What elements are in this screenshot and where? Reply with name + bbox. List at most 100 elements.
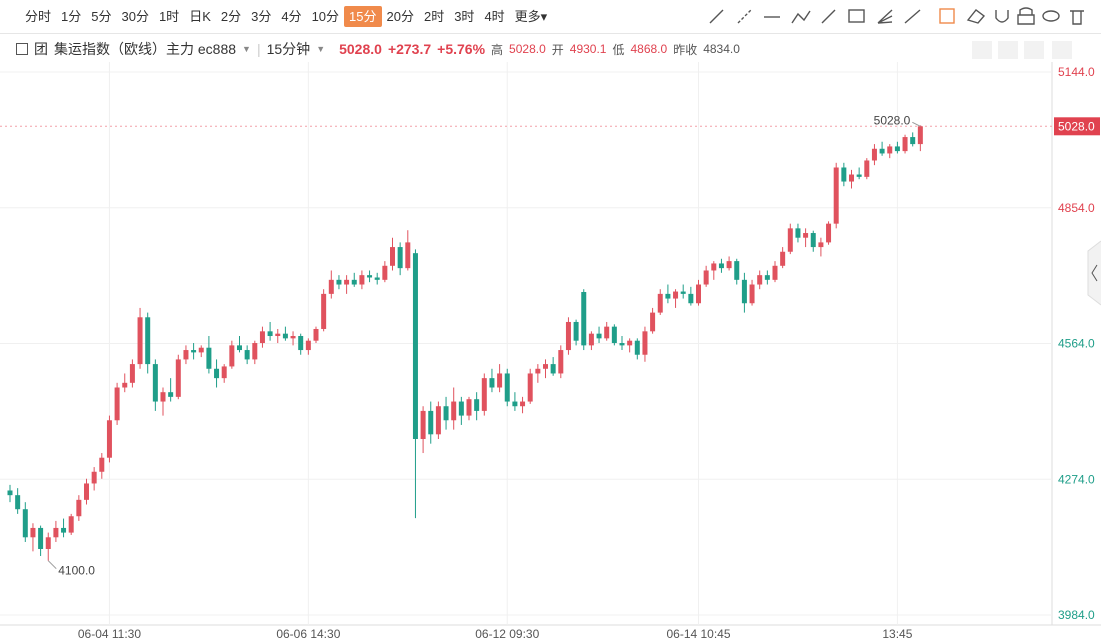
y-tick-label: 4564.0: [1058, 337, 1095, 351]
candle-body: [390, 247, 395, 266]
candle-body: [290, 336, 296, 339]
period-tab[interactable]: 1分: [61, 9, 82, 24]
candle-body: [84, 483, 89, 500]
candle-body: [435, 406, 441, 435]
tool-button[interactable]: [1024, 41, 1044, 59]
candle-body: [718, 263, 724, 269]
candle-body: [53, 527, 59, 538]
candle-body: [650, 312, 656, 332]
candle-body: [757, 275, 763, 285]
tool-button[interactable]: [1052, 41, 1072, 59]
candle-body: [359, 275, 365, 285]
candle-body: [259, 331, 265, 344]
candle-body: [481, 378, 487, 411]
tool-edit[interactable]: [939, 8, 955, 24]
tool-fan[interactable]: [877, 9, 893, 24]
candle-body: [367, 275, 373, 278]
period-tab[interactable]: 2时: [423, 9, 445, 24]
last-price-box: [1054, 117, 1100, 136]
period-tab[interactable]: 更多▾: [514, 9, 548, 24]
period-tab[interactable]: 30分: [121, 9, 149, 24]
candle-body: [221, 366, 227, 379]
candle-body: [504, 373, 510, 402]
period-tab[interactable]: 4时: [484, 9, 505, 24]
candle-body: [267, 331, 273, 337]
period-tab[interactable]: 日K: [189, 9, 211, 24]
candle-body: [787, 228, 793, 252]
candle-body: [780, 251, 786, 266]
high-label: 高: [491, 42, 504, 57]
candle-body: [879, 148, 885, 154]
period-tab[interactable]: 2分: [220, 9, 242, 24]
period-tab[interactable]: 10分: [311, 9, 340, 24]
checkbox-icon[interactable]: [16, 43, 28, 55]
candle-body: [558, 350, 564, 374]
candle-body: [673, 291, 679, 299]
annotation-label: 4100.0: [58, 564, 95, 578]
tool-delete[interactable]: [1070, 10, 1084, 25]
candle-body: [856, 174, 862, 177]
candle-body: [443, 406, 449, 421]
candle-body: [497, 373, 503, 388]
interval[interactable]: 15分钟: [266, 41, 311, 57]
dropdown-caret[interactable]: ▼: [316, 44, 326, 54]
dropdown-caret[interactable]: ▼: [242, 44, 251, 54]
candle-body: [688, 293, 694, 304]
candle-body: [458, 401, 464, 416]
period-tab[interactable]: 1时: [158, 9, 180, 24]
candle-body: [76, 499, 82, 517]
candle-body: [145, 317, 151, 365]
candle-body: [520, 401, 526, 407]
tool-fib[interactable]: [848, 9, 865, 23]
annotation-leader: [47, 560, 57, 570]
period-tab[interactable]: 3时: [454, 9, 475, 24]
candle-body: [764, 275, 770, 280]
side-panel-toggle[interactable]: [1087, 240, 1101, 306]
candle-body: [191, 350, 197, 353]
candle-body: [711, 263, 717, 271]
candle-body: [543, 364, 548, 369]
candle-body: [298, 336, 304, 351]
low-value: 4868.0: [630, 42, 668, 56]
candle-body: [726, 261, 732, 269]
candle-body: [466, 399, 472, 416]
candle-body: [696, 284, 701, 304]
candle-body: [275, 333, 281, 337]
period-tab[interactable]: 20分: [386, 9, 414, 24]
tool-line[interactable]: [709, 9, 724, 24]
tool-polyline[interactable]: [791, 10, 811, 24]
instrument-name[interactable]: 集运指数（欧线）主力 ec888: [54, 41, 237, 57]
tool-eye[interactable]: [1042, 10, 1060, 22]
period-tab[interactable]: 5分: [91, 9, 112, 24]
candle-body: [841, 167, 847, 182]
drawing-tools: [709, 7, 1084, 25]
tool-button[interactable]: [998, 41, 1018, 59]
period-tab[interactable]: 3分: [251, 9, 272, 24]
candle-body: [313, 328, 319, 341]
candle-body: [596, 333, 602, 339]
period-tab[interactable]: 15分: [344, 6, 382, 27]
candle-body: [45, 537, 51, 549]
candle-body: [871, 148, 877, 161]
tool-measure[interactable]: [904, 9, 921, 24]
candle-body: [175, 359, 181, 397]
candle-body: [665, 293, 671, 299]
candle-body: [795, 228, 801, 238]
tool-magnet[interactable]: [995, 10, 1009, 23]
candle-body: [106, 420, 112, 458]
tool-lock[interactable]: [1017, 7, 1035, 25]
chart-tools: [972, 41, 1072, 59]
tool-eraser[interactable]: [966, 9, 986, 24]
tool-ray[interactable]: [737, 9, 752, 24]
candle-body: [397, 247, 403, 269]
period-tab[interactable]: 4分: [281, 9, 302, 24]
period-tab[interactable]: 分时: [25, 9, 52, 24]
candle-body: [864, 160, 870, 177]
open-value: 4930.1: [569, 42, 607, 56]
candle-body: [152, 364, 158, 402]
x-tick-label: 06-04 11:30: [78, 627, 141, 641]
x-tick-label: 06-14 10:45: [666, 627, 730, 641]
tool-segment[interactable]: [821, 9, 836, 24]
candle-body: [565, 321, 571, 351]
tool-button[interactable]: [972, 41, 992, 59]
